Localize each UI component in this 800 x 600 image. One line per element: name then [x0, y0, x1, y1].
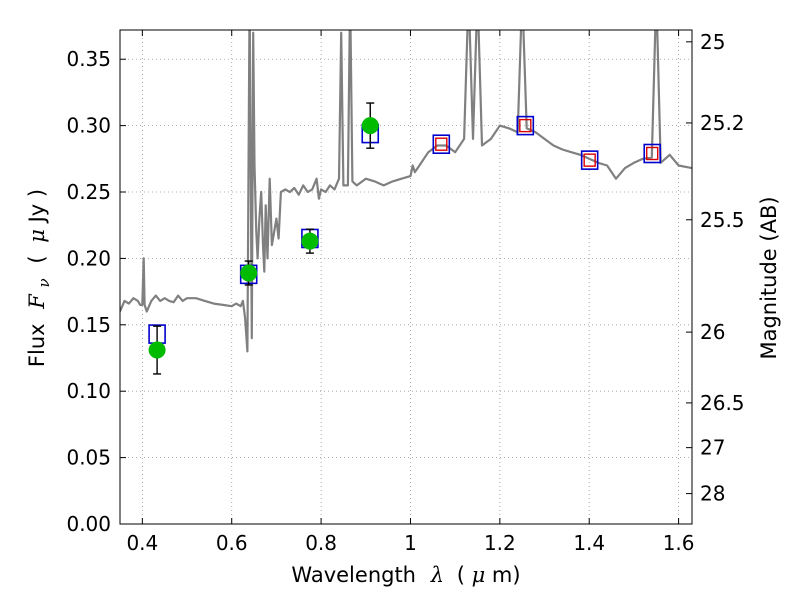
observed-point [301, 232, 319, 250]
y2-axis-label: Magnitude (AB) [757, 196, 781, 359]
y2-tick-label: 25 [700, 30, 725, 54]
model-photometry-square [516, 115, 535, 136]
y-tick-label: 0.00 [66, 512, 111, 536]
y-axis-label-unit-rest: Jy ) [25, 189, 49, 225]
y-axis-label-symbol: F [25, 293, 49, 310]
y-axis-label-text: Flux [25, 323, 49, 367]
y-axis-label-unit-mu: μ [25, 229, 49, 243]
model-photometry-square [643, 143, 662, 164]
markers-layer [148, 102, 662, 375]
model-photometry-square [580, 150, 599, 170]
model-photometry-inner-square [435, 137, 448, 151]
x-tick-label: 0.4 [126, 531, 158, 555]
model-photometry-inner-square [519, 118, 532, 133]
y2-tick-label: 26.5 [700, 391, 745, 415]
x-tick-label: 0.6 [216, 531, 248, 555]
model-photometry-square [432, 134, 451, 155]
model-photometry-inner-square [583, 153, 596, 167]
y-axis-label: Flux F ν ( μ Jy ) [25, 189, 54, 367]
x-axis-label-unit-mu: μ [472, 563, 486, 587]
y-axis-label-unit-open: ( [25, 255, 49, 263]
grid-layer [120, 30, 692, 525]
y-tick-label: 0.25 [66, 180, 111, 204]
x-tick-label: 1.4 [573, 531, 605, 555]
observed-point [148, 341, 166, 359]
x-tick-label: 1 [404, 531, 417, 555]
spectrum-layer [120, 30, 692, 353]
model-photometry-inner-square [646, 146, 659, 161]
y2-tick-label: 28 [700, 482, 725, 506]
y-tick-label: 0.35 [66, 47, 111, 71]
x-axis-label-symbol: λ [430, 563, 444, 587]
y2-tick-label: 27 [700, 436, 725, 460]
x-tick-label: 1.6 [663, 531, 695, 555]
x-axis-label-unit-open: ( [457, 563, 465, 587]
y-tick-label: 0.15 [66, 313, 111, 337]
x-axis-label: Wavelength λ ( μ m) [291, 563, 520, 587]
y-tick-label: 0.10 [66, 379, 111, 403]
plot-frame [119, 29, 693, 525]
y-axis-label-subscript: ν [35, 278, 53, 287]
x-axis-label-unit-rest: m) [492, 563, 521, 587]
ticks-layer: 0.4 0.6 0.8 1 1.2 1.4 1.6 0.00 0.05 0.10 0.15 0.20 0… [66, 30, 744, 555]
x-tick-label: 1.2 [484, 531, 516, 555]
y2-tick-label: 26 [700, 320, 725, 344]
observed-point [361, 117, 379, 135]
observed-point [240, 264, 258, 282]
y2-tick-label: 25.2 [700, 111, 745, 135]
y2-tick-label: 25.5 [700, 208, 745, 232]
x-tick-label: 0.8 [305, 531, 337, 555]
y-tick-label: 0.20 [66, 246, 111, 270]
y-tick-label: 0.30 [66, 114, 111, 138]
y-tick-label: 0.05 [66, 446, 111, 470]
x-axis-label-text: Wavelength [291, 563, 416, 587]
model-spectrum-line [120, 30, 692, 353]
